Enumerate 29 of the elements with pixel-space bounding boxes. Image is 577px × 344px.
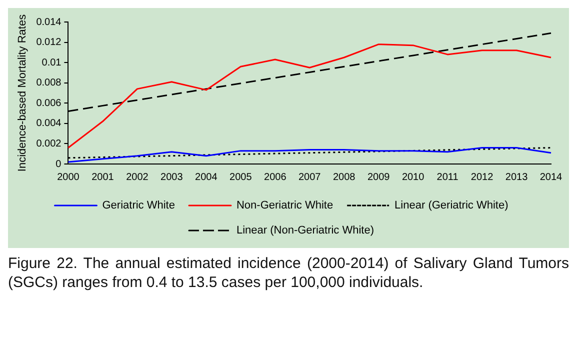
x-tick-label: 2006 [264, 172, 287, 183]
legend-label: Linear (Non-Geriatric White) [236, 224, 374, 237]
y-tick-label: 0.004 [36, 118, 62, 130]
y-axis-title: Incidence-based Mortality Rates [16, 14, 29, 172]
x-tick-label: 2001 [92, 172, 114, 183]
x-tick-label: 2010 [402, 172, 425, 183]
x-tick-label: 2013 [505, 172, 528, 183]
x-tick-label: 2007 [298, 172, 322, 183]
x-tick-label: 2003 [160, 172, 184, 183]
x-tick-label: 2014 [540, 172, 563, 183]
y-tick-label: 0.014 [36, 16, 62, 28]
y-tick-label: 0.002 [36, 138, 62, 150]
y-tick-label: 0.006 [36, 98, 62, 109]
x-tick-label: 2002 [126, 172, 149, 183]
legend-label: Geriatric White [102, 200, 175, 212]
x-tick-label: 2004 [195, 172, 218, 183]
legend-label: Non-Geriatric White [236, 200, 334, 212]
y-tick-label: 0 [56, 158, 62, 170]
y-tick-label: 0.01 [42, 57, 62, 68]
x-tick-label: 2012 [470, 172, 494, 183]
x-tick-label: 2011 [436, 172, 459, 183]
x-tick-label: 2008 [332, 172, 356, 183]
y-tick-label: 0.012 [36, 37, 62, 48]
x-tick-label: 2009 [367, 172, 390, 183]
y-tick-label: 0.008 [36, 78, 62, 89]
legend-label: Linear (Geriatric White) [394, 200, 508, 212]
x-tick-label: 2005 [230, 172, 252, 183]
caption: Figure 22. The annual estimated incidence (2000-2014) of Salivary Gland Tumors (SGCs) ranges from 0.4 to 13.5 cases per 100,000 individuals. [8, 254, 569, 292]
x-tick-label: 2000 [57, 172, 80, 183]
